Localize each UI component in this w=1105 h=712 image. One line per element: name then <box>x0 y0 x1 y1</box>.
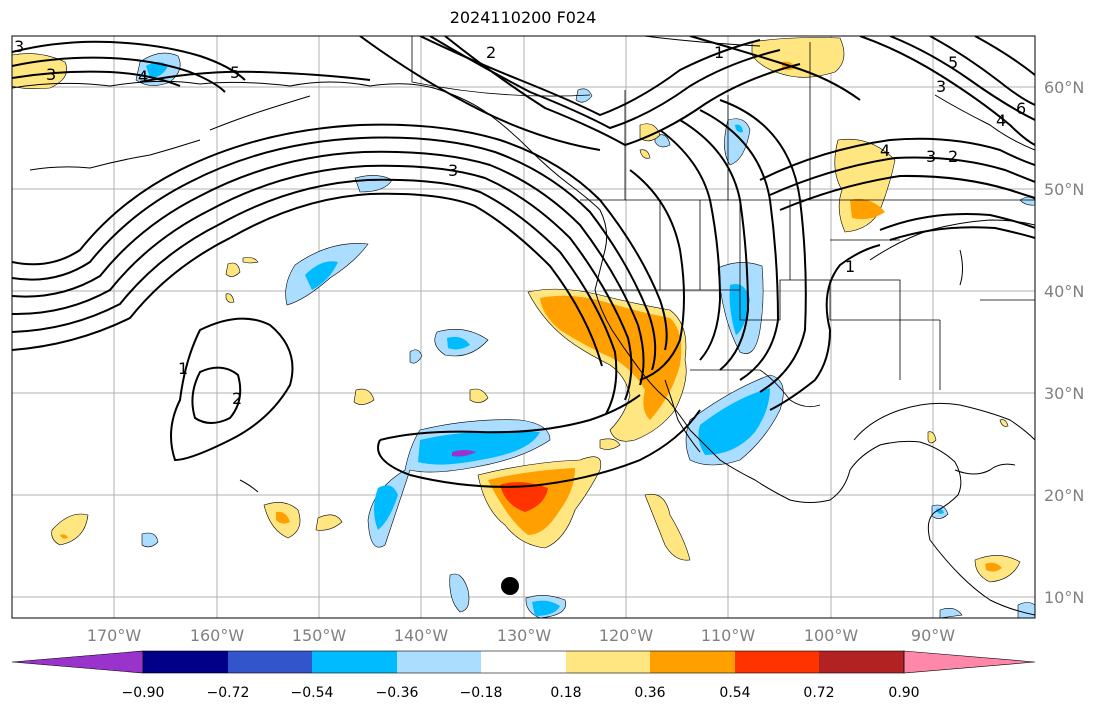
coastlines <box>12 36 1035 616</box>
contour-label: 3 <box>46 65 56 84</box>
contour-label: 2 <box>232 389 242 408</box>
colorbar-segment <box>143 651 228 673</box>
map-frame <box>11 35 1036 619</box>
colorbar-segment <box>397 651 481 673</box>
colorbar-min-extend <box>11 650 144 674</box>
colorbar-tick-label: 0.18 <box>550 685 581 701</box>
lat-label-60n: 60°N <box>1044 78 1084 97</box>
colorbar-segment <box>650 651 735 673</box>
contour-label: 3 <box>936 77 946 96</box>
contour-label: 1 <box>714 43 724 62</box>
colorbar-tick-label: 0.90 <box>888 685 919 701</box>
negative-anomaly-shading <box>135 52 1035 618</box>
lon-label-120w: 120°W <box>599 626 654 645</box>
contour-label: 5 <box>230 63 240 82</box>
colorbar-tick-label: 0.36 <box>634 685 665 701</box>
lon-label-140w: 140°W <box>394 626 449 645</box>
colorbar-segment <box>566 651 650 673</box>
colorbar-tick-label: −0.36 <box>376 685 419 701</box>
colorbar-tick-label: 0.54 <box>719 685 750 701</box>
lat-label-20n: 20°N <box>1044 486 1084 505</box>
colorbar-tick-label: 0.72 <box>803 685 834 701</box>
lat-label-10n: 10°N <box>1044 588 1084 607</box>
contour-label: 3 <box>14 37 24 56</box>
longitude-labels: 170°W 160°W 150°W 140°W 130°W 120°W 110°… <box>87 626 955 645</box>
lon-label-160w: 160°W <box>190 626 245 645</box>
contour-label: 5 <box>948 53 958 72</box>
colorbar-segment <box>228 651 312 673</box>
lon-label-90w: 90°W <box>911 626 955 645</box>
lon-label-110w: 110°W <box>701 626 756 645</box>
lon-label-150w: 150°W <box>292 626 347 645</box>
contour-label: 3 <box>926 147 936 166</box>
lon-label-130w: 130°W <box>497 626 552 645</box>
contour-label: 4 <box>880 141 890 160</box>
lon-label-100w: 100°W <box>804 626 859 645</box>
colorbar-segment <box>735 651 819 673</box>
map-title: 2024110200 F024 <box>449 8 597 27</box>
colorbar-segment <box>312 651 397 673</box>
colorbar-tick-label: −0.72 <box>207 685 250 701</box>
contour-label: 4 <box>996 111 1006 130</box>
lat-label-40n: 40°N <box>1044 282 1084 301</box>
storm-marker <box>501 577 519 595</box>
colorbar-tick-label: −0.90 <box>122 685 165 701</box>
contour-lines <box>12 36 1035 488</box>
lat-label-50n: 50°N <box>1044 180 1084 199</box>
lon-label-170w: 170°W <box>87 626 142 645</box>
map-content: 3 3 4 5 2 1 3 5 3 6 4 4 3 2 1 1 2 <box>12 36 1035 618</box>
colorbar-segment <box>481 651 566 673</box>
colorbar-max-extend <box>903 650 1036 674</box>
positive-anomaly-shading <box>12 37 1021 583</box>
contour-label: 1 <box>845 257 855 276</box>
contour-label: 2 <box>948 147 958 166</box>
contour-label: 6 <box>1016 99 1026 118</box>
colorbar-tick-label: −0.54 <box>291 685 334 701</box>
contour-label: 2 <box>486 43 496 62</box>
colorbar-segment <box>819 651 904 673</box>
colorbar-outline <box>142 650 905 674</box>
contour-label: 3 <box>448 161 458 180</box>
lat-label-30n: 30°N <box>1044 384 1084 403</box>
colorbar: −0.90 −0.72 −0.54 −0.36 −0.18 0.18 0.36 … <box>11 650 1036 701</box>
colorbar-tick-label: −0.18 <box>460 685 503 701</box>
latitude-labels: 60°N 50°N 40°N 30°N 20°N 10°N <box>1044 78 1084 607</box>
contour-label: 1 <box>178 359 188 378</box>
contour-labels: 3 3 4 5 2 1 3 5 3 6 4 4 3 2 1 1 2 <box>14 37 1026 408</box>
contour-label: 4 <box>138 67 148 86</box>
